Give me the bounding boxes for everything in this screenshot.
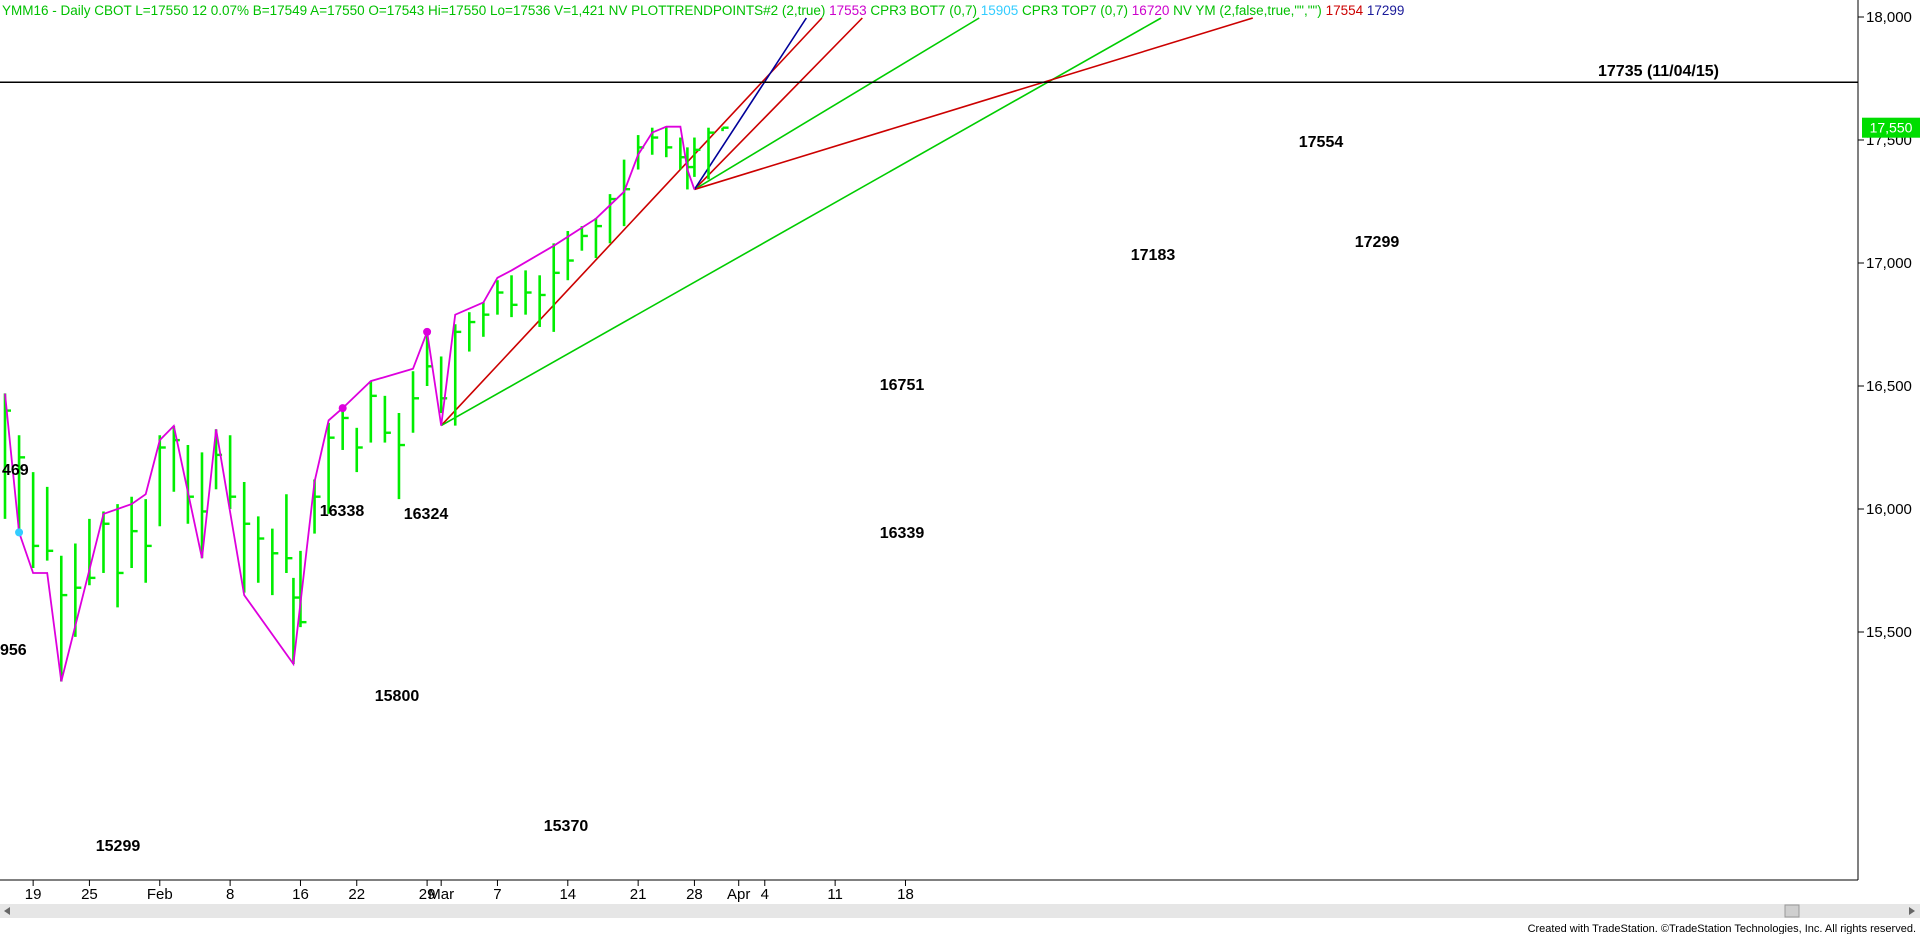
red-trendline: [440, 17, 823, 427]
resistance-group: 17735 (11/04/15): [0, 63, 1858, 83]
header-segment: NV YM (2,false,true,"",""): [1169, 3, 1321, 18]
chart-header: YMM16 - Daily CBOT L=17550 12 0.07% B=17…: [2, 3, 1404, 18]
scroll-left-icon[interactable]: [4, 907, 10, 915]
date-tick-label: 21: [630, 886, 647, 903]
scrollbar-thumb[interactable]: [1784, 904, 1800, 918]
date-tick-label: 19: [25, 886, 42, 903]
header-segment: CPR3 BOT7 (0,7): [867, 3, 977, 18]
swing-labels: 469 956 15299 16338 15800 16324 15370 16339 1675…: [0, 134, 1399, 855]
header-segment: 17299: [1363, 3, 1404, 18]
swing-label: 15370: [544, 818, 589, 835]
green-trendline: [440, 17, 1162, 427]
date-tick-label: Apr: [727, 886, 750, 903]
header-segment: CPR3 TOP7 (0,7): [1018, 3, 1128, 18]
swing-line: [4, 125, 696, 682]
date-tick-label: 18: [897, 886, 914, 903]
last-price-badge-bg: [1862, 117, 1920, 138]
date-tick-label: 8: [226, 886, 234, 903]
date-tick-label: 4: [761, 886, 769, 903]
header-text: YMM16 - Daily CBOT L=17550 12 0.07% B=17…: [2, 3, 1404, 18]
price-bars: [3, 126, 729, 682]
swing-label: 17299: [1355, 234, 1400, 251]
swing-label: 469: [2, 462, 29, 479]
date-tick-label: 14: [559, 886, 576, 903]
blue-trendline: [693, 17, 808, 190]
header-segment: 15905: [977, 3, 1018, 18]
swing-label: 15299: [96, 838, 141, 855]
swing-label: 16338: [320, 503, 365, 520]
green-trendline: [694, 17, 980, 191]
trendlines: [440, 17, 1254, 427]
header-segment: 17553: [825, 3, 866, 18]
last-price-badge: 17,550: [1862, 117, 1920, 138]
swing-label: 16324: [404, 506, 449, 523]
price-tick-label: 18,000: [1866, 9, 1912, 26]
price-tick-label: 15,500: [1866, 624, 1912, 641]
scrollbar-track[interactable]: [0, 904, 1920, 918]
swing-polyline: [4, 125, 696, 682]
scroll-right-icon[interactable]: [1909, 907, 1915, 915]
horizontal-scrollbar[interactable]: [0, 904, 1920, 918]
header-segment: YMM16 - Daily CBOT L=17550 12 0.07% B=17…: [2, 3, 825, 18]
date-tick-label: 28: [686, 886, 703, 903]
price-tick-label: 16,000: [1866, 501, 1912, 518]
red-trendline: [694, 17, 1254, 191]
red-trendline: [693, 17, 863, 191]
swing-label: 956: [0, 642, 27, 659]
swing-label: 16339: [880, 525, 925, 542]
header-segment: 16720: [1128, 3, 1169, 18]
header-segment: 17554: [1322, 3, 1364, 18]
date-tick-label: Feb: [147, 886, 173, 903]
footer-credit: Created with TradeStation. ©TradeStation…: [1528, 923, 1916, 934]
price-tick-label: 17,000: [1866, 255, 1912, 272]
date-tick-label: 25: [81, 886, 98, 903]
date-tick-label: Mar: [428, 886, 454, 903]
date-tick-label: 11: [827, 886, 843, 903]
price-tick-label: 16,500: [1866, 378, 1912, 395]
swing-label: 17554: [1299, 134, 1344, 151]
date-tick-label: 29: [419, 886, 436, 903]
swing-marker: [15, 528, 24, 537]
swing-label: 17183: [1131, 247, 1176, 264]
swing-marker: [423, 327, 432, 336]
swing-marker: [338, 404, 347, 413]
last-price-label: 17,550: [1870, 120, 1913, 136]
date-tick-label: 7: [493, 886, 501, 903]
resistance-label: 17735 (11/04/15): [1598, 63, 1719, 80]
swing-label: 15800: [375, 688, 420, 705]
date-tick-label: 16: [292, 886, 309, 903]
swing-label: 16751: [880, 377, 925, 394]
date-tick-label: 22: [348, 886, 365, 903]
